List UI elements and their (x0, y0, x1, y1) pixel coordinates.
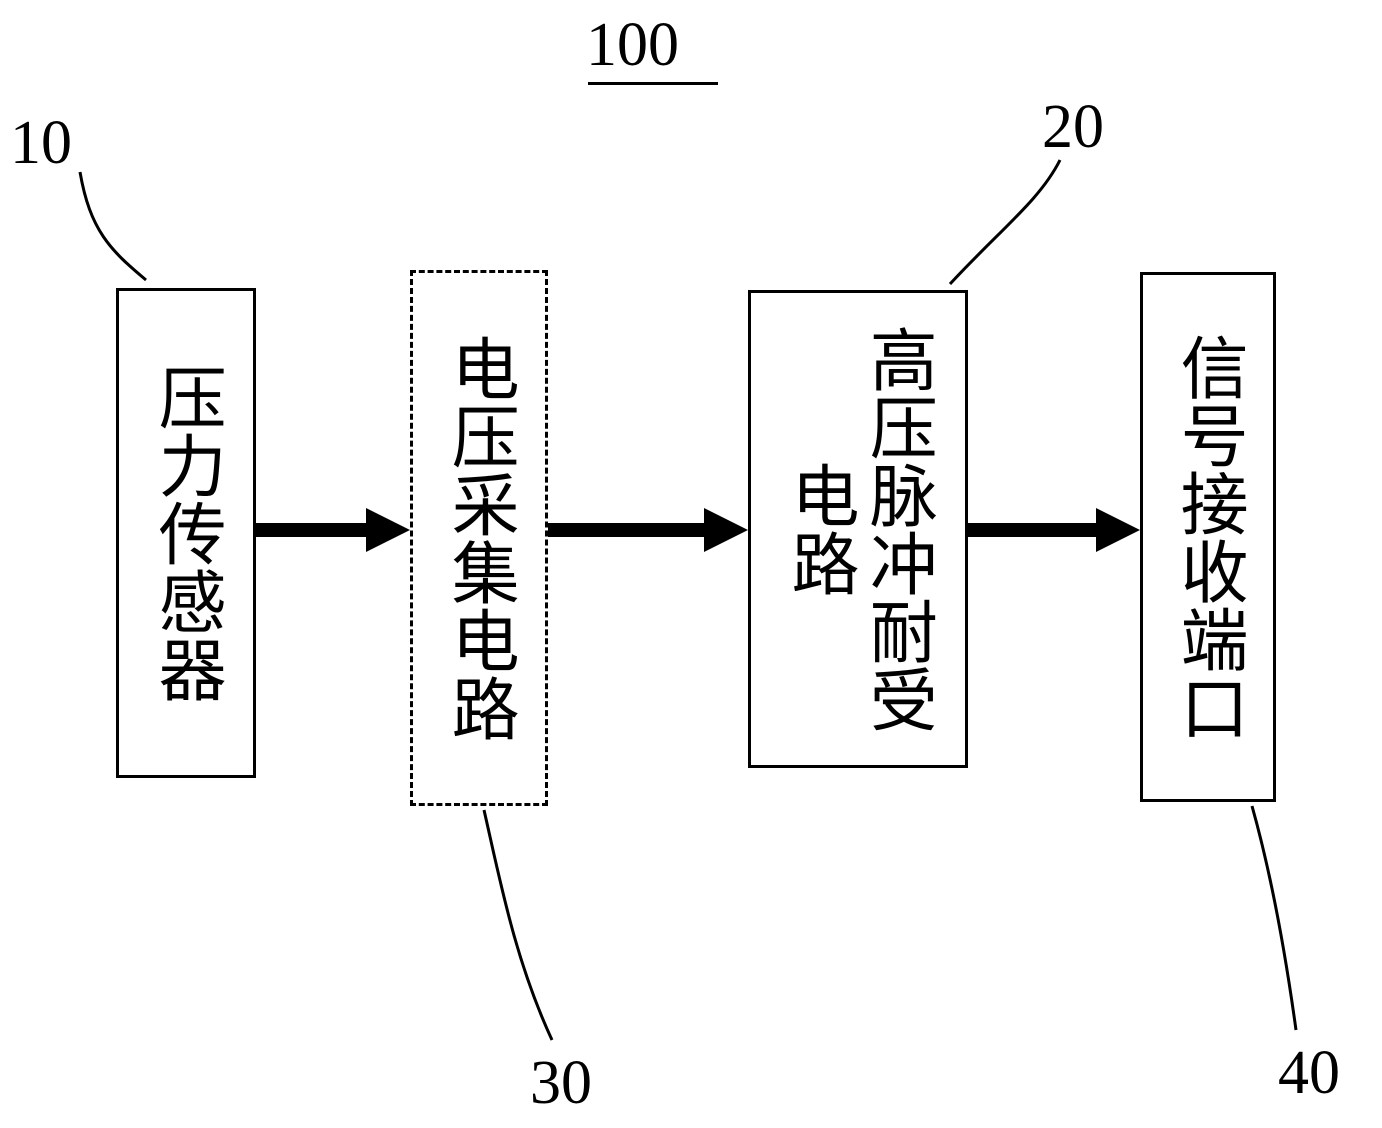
l10 (80, 172, 146, 280)
l30 (484, 810, 552, 1040)
a3-head (1096, 508, 1140, 552)
a1-head (366, 508, 410, 552)
connectors-svg (0, 0, 1382, 1128)
l40 (1252, 806, 1296, 1030)
diagram-canvas: 100 10 20 30 40 压力传感器 电压采集电路 高压脉冲耐受电路 信号… (0, 0, 1382, 1128)
a2-head (704, 508, 748, 552)
arrows-group (256, 508, 1140, 552)
l20 (950, 160, 1060, 284)
leaders-group (80, 160, 1296, 1040)
